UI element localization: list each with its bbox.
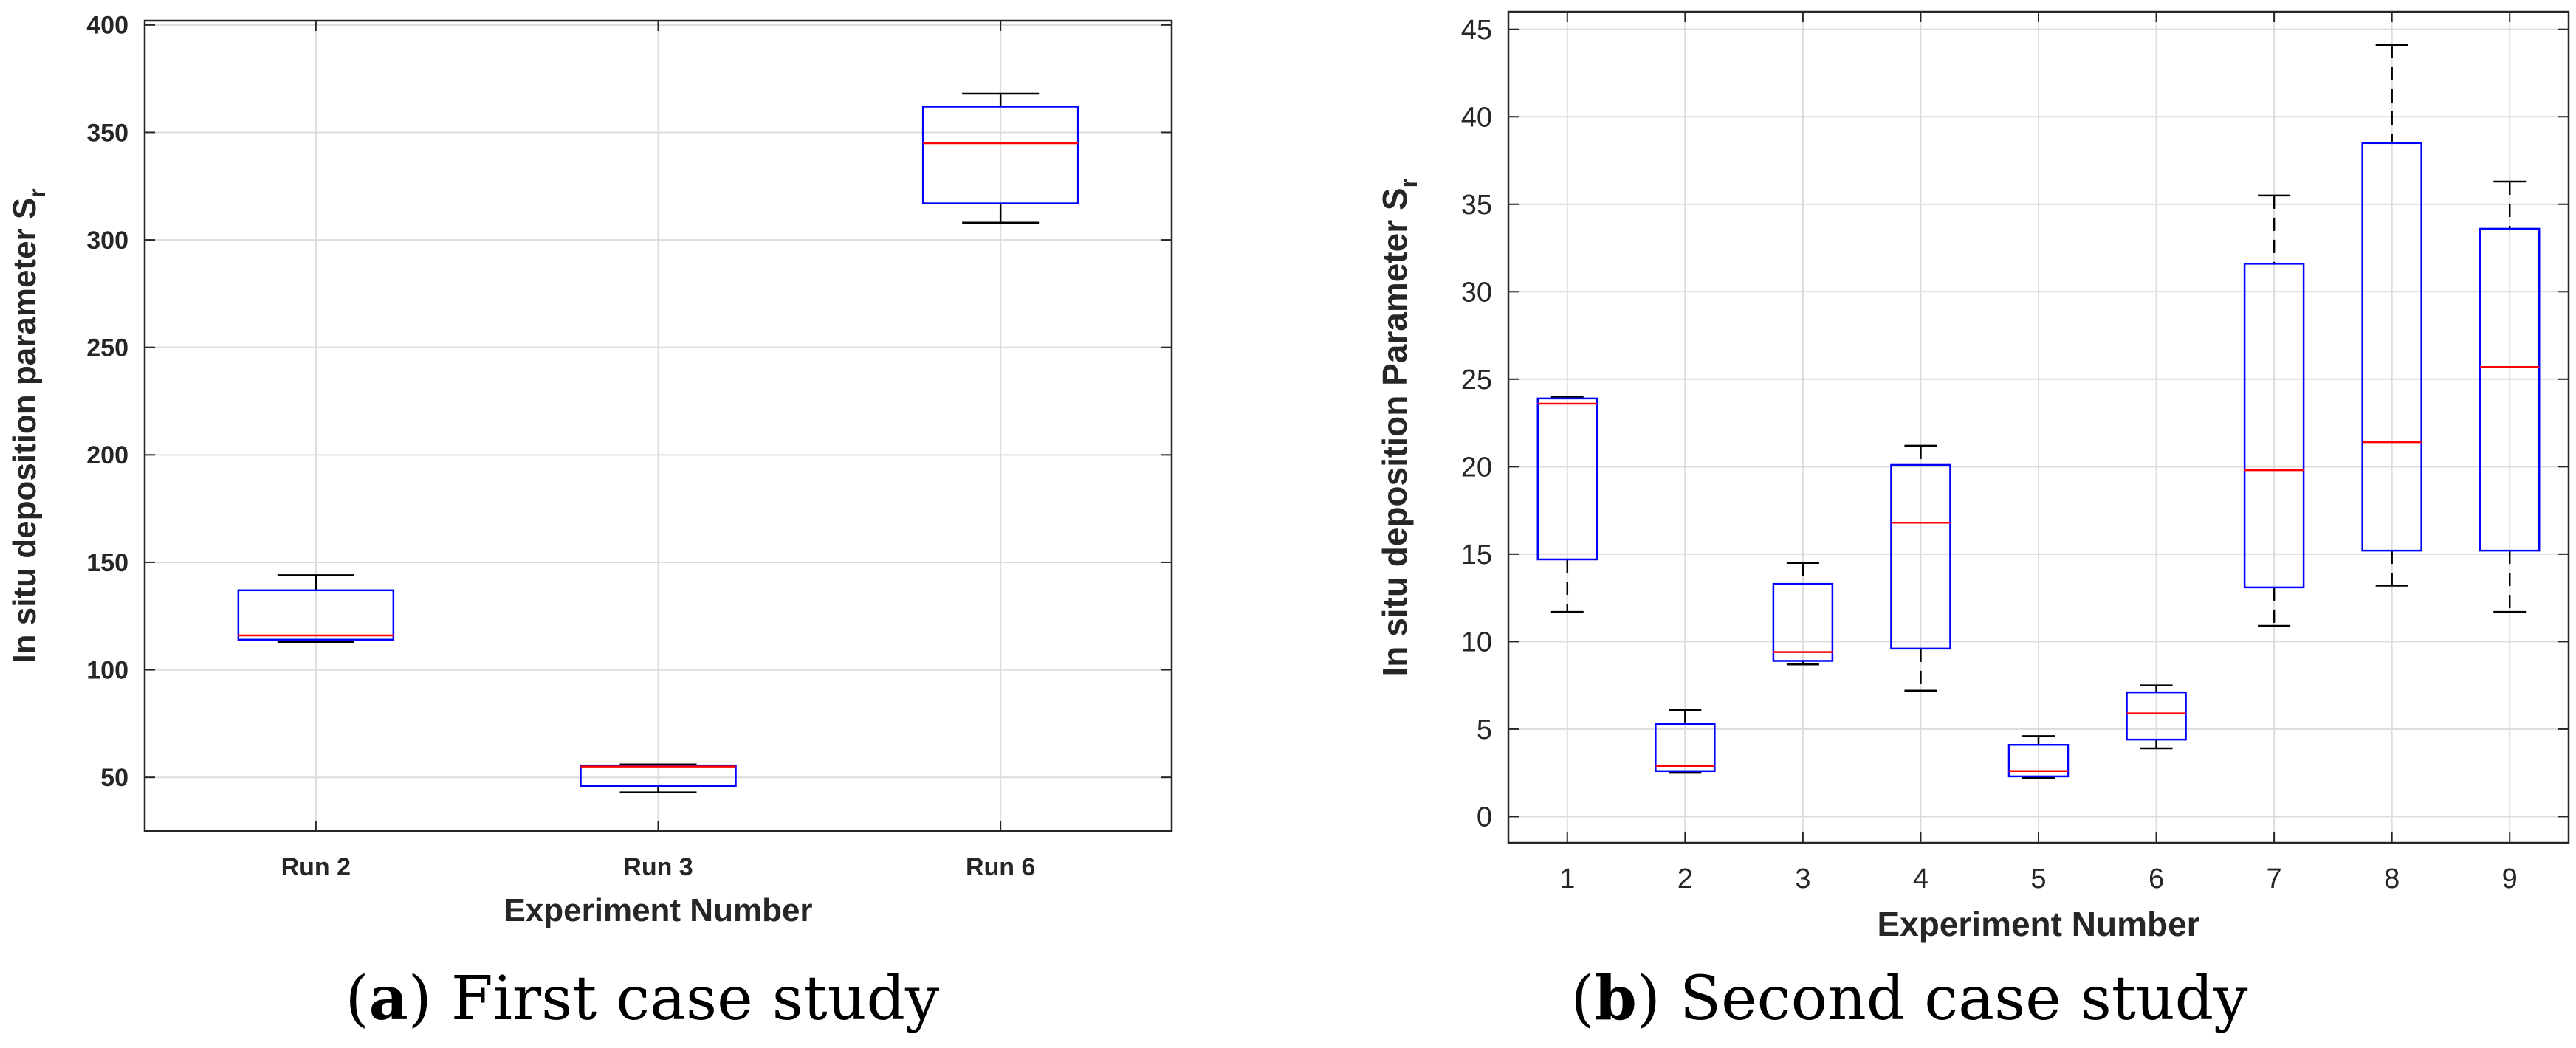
panel-b-box-1 bbox=[1655, 723, 1716, 773]
caption-b-letter: b bbox=[1594, 963, 1637, 1034]
panel-b-xtick-label-6: 7 bbox=[2267, 863, 2282, 894]
panel-a-ylabel-subscript: r bbox=[24, 188, 50, 197]
panel-b-box-0 bbox=[1536, 397, 1598, 561]
panel-a-ytick-label-7: 400 bbox=[86, 12, 128, 40]
panel-a-ytick-label-0: 50 bbox=[100, 764, 128, 792]
panel-b-ytick-label-3: 15 bbox=[1461, 539, 1492, 570]
panel-b-xtick-label-2: 3 bbox=[1795, 863, 1810, 894]
panel-a-ytick-label-1: 100 bbox=[86, 656, 128, 684]
panel-b-xtick-label-1: 2 bbox=[1677, 863, 1693, 894]
panel-b-box-4 bbox=[2007, 744, 2070, 778]
panel-a-box-2 bbox=[921, 106, 1079, 204]
panel-b-xtick-label-4: 5 bbox=[2030, 863, 2046, 894]
panel-a-axes-frame bbox=[143, 19, 1173, 832]
panel-b-xtick-label-3: 4 bbox=[1913, 863, 1928, 894]
caption-b-text: Second case study bbox=[1679, 964, 2248, 1034]
panel-b-box-5 bbox=[2126, 691, 2187, 741]
panel-b-ylabel-subscript: r bbox=[1395, 178, 1423, 187]
panel-a-xtick-label-2: Run 6 bbox=[966, 853, 1035, 881]
panel-a-ytick-label-2: 150 bbox=[86, 549, 128, 577]
panel-b-axes-frame bbox=[1507, 10, 2570, 844]
panel-b-xtick-label-7: 8 bbox=[2384, 863, 2400, 894]
panel-b-ytick-label-5: 25 bbox=[1461, 365, 1492, 396]
panel-b-box-2 bbox=[1772, 582, 1834, 662]
panel-a-ytick-label-5: 300 bbox=[86, 227, 128, 255]
panel-b-xtick-label-8: 9 bbox=[2502, 863, 2518, 894]
panel-a-ytick-label-3: 200 bbox=[86, 441, 128, 469]
panel-b-xtick-label-5: 6 bbox=[2149, 863, 2164, 894]
panel-b-box-6 bbox=[2243, 263, 2305, 589]
panel-a-ytick-label-6: 350 bbox=[86, 119, 128, 147]
panel-b-ytick-label-6: 30 bbox=[1461, 277, 1492, 308]
panel-b-ytick-label-0: 0 bbox=[1477, 802, 1492, 833]
panel-b-ytick-label-7: 35 bbox=[1461, 190, 1492, 221]
panel-b-box-7 bbox=[2361, 142, 2422, 552]
panel-b-ylabel: In situ deposition Parameter Sr bbox=[1375, 178, 1423, 676]
caption-a-letter: a bbox=[368, 963, 408, 1034]
panel-a-xtick-label-1: Run 3 bbox=[623, 853, 693, 881]
panel-b-ytick-label-9: 45 bbox=[1461, 15, 1492, 46]
panel-b-ytick-label-1: 5 bbox=[1477, 714, 1492, 745]
panel-a-xlabel: Experiment Number bbox=[504, 892, 812, 928]
panel-b-box-8 bbox=[2479, 227, 2541, 552]
caption-a: (a) First case study bbox=[345, 963, 940, 1034]
panel-b-xtick-label-0: 1 bbox=[1559, 863, 1575, 894]
panel-b-box-3 bbox=[1890, 463, 1951, 650]
caption-b: (b) Second case study bbox=[1570, 963, 2248, 1034]
panel-b-xlabel: Experiment Number bbox=[1877, 905, 2199, 943]
panel-a-box-1 bbox=[580, 764, 737, 787]
caption-a-text: First case study bbox=[450, 964, 940, 1034]
panel-a-ylabel: In situ deposition parameter Sr bbox=[7, 188, 50, 663]
panel-a-xtick-label-0: Run 2 bbox=[281, 853, 351, 881]
panel-b-ytick-label-8: 40 bbox=[1461, 103, 1492, 134]
panel-b-ylabel-main: In situ deposition Parameter S bbox=[1375, 187, 1414, 676]
panel-b-ytick-label-2: 10 bbox=[1461, 627, 1492, 658]
panel-b-ytick-label-4: 20 bbox=[1461, 452, 1492, 483]
panel-a-ytick-label-4: 250 bbox=[86, 334, 128, 362]
panel-a-box-0 bbox=[237, 589, 395, 641]
panel-a-ylabel-main: In situ deposition parameter S bbox=[7, 198, 43, 663]
